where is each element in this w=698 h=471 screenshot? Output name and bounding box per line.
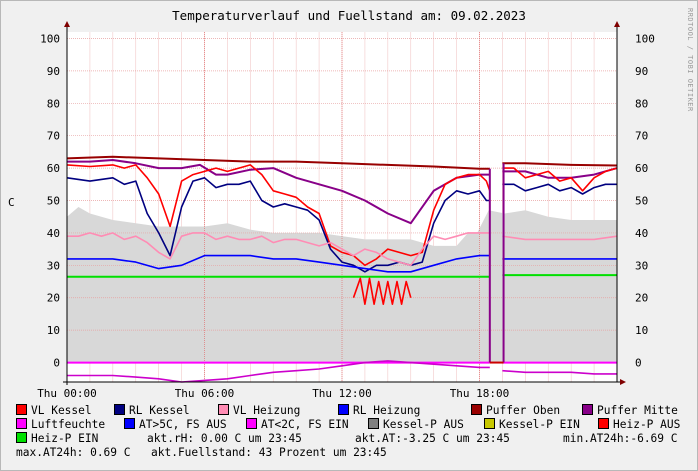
legend-row: Heiz-P EIN akt.rH: 0.00 C um 23:45 akt.A… bbox=[16, 432, 692, 446]
y-tick-label-left: 70 bbox=[47, 130, 60, 143]
y-tick-label-left: 20 bbox=[47, 292, 60, 305]
x-tick-label: Thu 12:00 bbox=[312, 387, 372, 400]
series-line bbox=[67, 159, 618, 225]
legend-label: Heiz-P EIN bbox=[31, 432, 99, 445]
legend-swatch bbox=[484, 418, 495, 429]
y-tick-label-right: 20 bbox=[635, 292, 648, 305]
series-line bbox=[66, 177, 617, 273]
status-rh: akt.rH: 0.00 C um 23:45 bbox=[147, 432, 302, 445]
y-tick-label-left: 60 bbox=[47, 162, 60, 175]
x-tick-label: Thu 18:00 bbox=[450, 387, 510, 400]
legend-label: Kessel-P EIN bbox=[499, 418, 580, 431]
legend-swatch bbox=[16, 418, 27, 429]
legend-label: Kessel-P AUS bbox=[383, 418, 464, 431]
status-min-at24h: min.AT24h:-6.69 C bbox=[563, 432, 678, 445]
legend-item-rl-kessel: RL Kessel bbox=[114, 404, 190, 417]
series-line bbox=[66, 164, 618, 267]
y-tick-label-left: 50 bbox=[47, 195, 60, 208]
legend-swatch bbox=[338, 404, 349, 415]
y-tick-label-right: 80 bbox=[635, 97, 648, 110]
chart-title: Temperaturverlauf und Fuellstand am: 09.… bbox=[172, 8, 526, 23]
x-tick-label: Thu 00:00 bbox=[37, 387, 97, 400]
legend-label: RL Heizung bbox=[353, 404, 421, 417]
y-tick-label-left: 80 bbox=[47, 97, 60, 110]
legend-item-at-lt-2c: AT<2C, FS EIN bbox=[246, 418, 349, 431]
legend-label: VL Heizung bbox=[233, 404, 301, 417]
y-tick-label-right: 40 bbox=[635, 227, 648, 240]
legend-swatch bbox=[16, 404, 27, 415]
legend-swatch bbox=[246, 418, 257, 429]
y-tick-label-left: 0 bbox=[53, 357, 60, 370]
series-line bbox=[67, 274, 617, 278]
series-line bbox=[352, 277, 412, 305]
x-tick-label: Thu 06:00 bbox=[175, 387, 235, 400]
status-fuellstand: akt.Fuellstand: 43 Prozent um 23:45 bbox=[151, 446, 387, 459]
y-tick-label-right: 100 bbox=[635, 32, 655, 45]
y-tick-label-right: 10 bbox=[635, 324, 648, 337]
legend-item-heiz-p-ein: Heiz-P EIN bbox=[16, 432, 98, 445]
y-axis-label: C bbox=[8, 196, 15, 209]
legend-swatch bbox=[218, 404, 229, 415]
y-tick-label-left: 90 bbox=[47, 65, 60, 78]
legend-item-rl-heizung: RL Heizung bbox=[338, 404, 420, 417]
legend-label: VL Kessel bbox=[31, 404, 92, 417]
series-line bbox=[67, 232, 618, 267]
legend-item-luftfeuchte: Luftfeuchte bbox=[16, 418, 105, 431]
legend-label: Heiz-P AUS bbox=[613, 418, 681, 431]
y-tick-label-left: 10 bbox=[47, 324, 60, 337]
y-tick-label-right: 50 bbox=[635, 195, 648, 208]
legend-item-puffer-mitte: Puffer Mitte bbox=[582, 404, 678, 417]
y-tick-label-left: 100 bbox=[40, 32, 60, 45]
series-line bbox=[66, 155, 618, 170]
legend-item-heiz-p-aus: Heiz-P AUS bbox=[598, 418, 680, 431]
legend-swatch bbox=[368, 418, 379, 429]
legend-swatch bbox=[124, 418, 135, 429]
y-tick-label-right: 30 bbox=[635, 259, 648, 272]
series-line bbox=[67, 360, 617, 383]
legend-row: max.AT24h: 0.69 C akt.Fuellstand: 43 Pro… bbox=[16, 446, 692, 460]
legend-row: Luftfeuchte AT>5C, FS AUS AT<2C, FS EIN … bbox=[16, 418, 692, 432]
legend-item-puffer-oben: Puffer Oben bbox=[471, 404, 560, 417]
x-axis-arrow bbox=[620, 379, 626, 385]
legend-label: AT<2C, FS EIN bbox=[261, 418, 349, 431]
y-tick-label-right: 60 bbox=[635, 162, 648, 175]
legend-item-vl-kessel: VL Kessel bbox=[16, 404, 92, 417]
legend-label: Luftfeuchte bbox=[31, 418, 106, 431]
legend-item-vl-heizung: VL Heizung bbox=[218, 404, 300, 417]
legend-swatch bbox=[114, 404, 125, 415]
legend-swatch bbox=[16, 432, 27, 443]
status-at: akt.AT:-3.25 C um 23:45 bbox=[355, 432, 510, 445]
y-tick-label-right: 70 bbox=[635, 130, 648, 143]
series-line bbox=[67, 254, 617, 273]
status-max-at24h: max.AT24h: 0.69 C bbox=[16, 446, 131, 459]
y-tick-label-left: 30 bbox=[47, 259, 60, 272]
y-tick-label-right: 90 bbox=[635, 65, 648, 78]
legend-label: Puffer Mitte bbox=[597, 404, 678, 417]
legend-item-at-gt-5c: AT>5C, FS AUS bbox=[124, 418, 227, 431]
legend-item-kessel-p-ein: Kessel-P EIN bbox=[484, 418, 580, 431]
rrdtool-watermark: RRDTOOL / TOBI OETIKER bbox=[686, 8, 694, 112]
legend-label: Puffer Oben bbox=[486, 404, 561, 417]
legend-item-kessel-p-aus: Kessel-P AUS bbox=[368, 418, 464, 431]
y-axis-arrow bbox=[64, 21, 70, 27]
y-axis-arrow-right bbox=[614, 21, 620, 27]
y-tick-label-right: 0 bbox=[635, 357, 642, 370]
legend-row: VL Kessel RL Kessel VL Heizung RL Heizun… bbox=[16, 404, 692, 418]
legend-swatch bbox=[471, 404, 482, 415]
legend-label: AT>5C, FS AUS bbox=[139, 418, 227, 431]
legend-swatch bbox=[598, 418, 609, 429]
legend-swatch bbox=[582, 404, 593, 415]
y-tick-label-left: 40 bbox=[47, 227, 60, 240]
legend-label: RL Kessel bbox=[129, 404, 190, 417]
legend: VL Kessel RL Kessel VL Heizung RL Heizun… bbox=[16, 404, 692, 460]
